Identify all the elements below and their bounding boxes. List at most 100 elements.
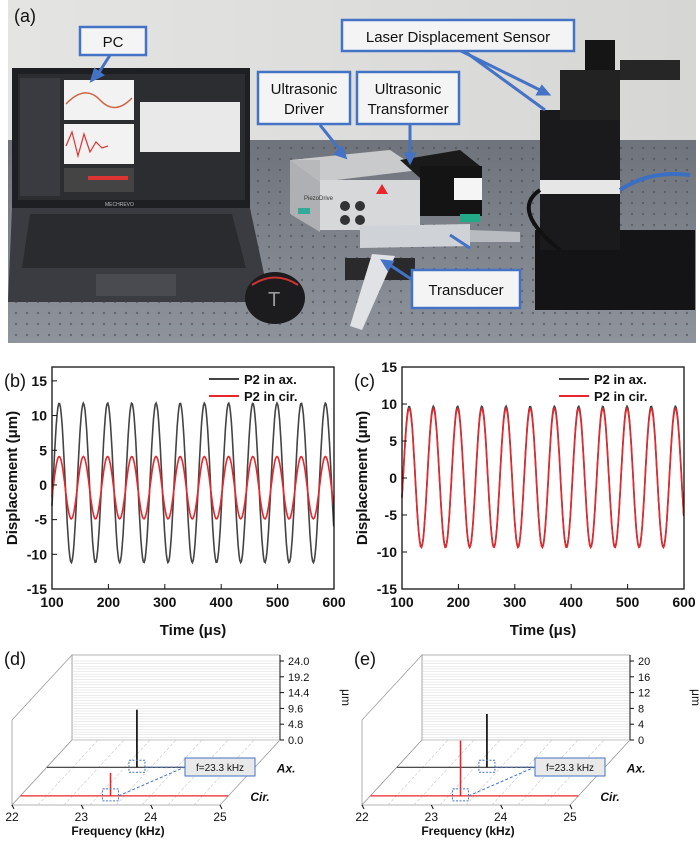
laser-sensor-device (526, 40, 695, 310)
x-tick (11, 804, 15, 810)
x-tick (569, 804, 573, 810)
z-axis-title: μm (339, 689, 350, 706)
callout-laser-sensor: Laser Displacement Sensor (366, 29, 550, 46)
panel-a-label: (a) (14, 6, 36, 26)
x-tick-label: 600 (322, 594, 346, 610)
x-tick-label: 23 (75, 810, 89, 824)
y-tick-label: 5 (389, 433, 397, 449)
callout-driver-line1: Ultrasonic (271, 81, 338, 98)
annotation-leader (468, 766, 536, 797)
y-tick-label: 15 (381, 359, 397, 375)
y-axis-title: Displacement (μm) (4, 411, 21, 545)
row-label: Ax. (276, 761, 296, 775)
x-tick (219, 804, 223, 810)
z-tick-label: 24.0 (288, 656, 309, 668)
x-tick-label: 25 (213, 810, 227, 824)
z-tick-label: 0.0 (288, 735, 303, 747)
callout-pc: PC (103, 34, 124, 51)
back-wall (421, 654, 631, 741)
row-label: Cir. (600, 790, 619, 804)
x-tick-label: 400 (560, 594, 584, 610)
x-tick (150, 804, 154, 810)
x-tick (500, 804, 504, 810)
y-tick-label: 15 (31, 373, 47, 389)
y-tick-label: -10 (377, 544, 397, 560)
y-tick-label: -10 (27, 546, 47, 562)
chart-e: (e) 20 16 12 8 4 0 μm Ax. Cir. f=23.3 kHz 22 23 24 25 F… (354, 649, 700, 838)
panel-label: (b) (4, 371, 26, 391)
x-tick-label: 300 (503, 594, 527, 610)
x-axis-title: Frequency (kHz) (71, 824, 164, 838)
x-tick (361, 804, 365, 810)
x-tick-label: 24 (494, 810, 508, 824)
x-tick-label: 400 (210, 594, 234, 610)
x-tick-label: 200 (447, 594, 471, 610)
svg-text:T: T (268, 289, 280, 311)
y-tick-label: -5 (35, 512, 48, 528)
x-axis-title: Frequency (kHz) (421, 824, 514, 838)
z-tick-label: 0 (638, 735, 644, 747)
x-tick-label: 200 (97, 594, 121, 610)
y-tick-label: 10 (381, 396, 397, 412)
x-tick-label: 23 (425, 810, 439, 824)
x-tick-label: 100 (40, 594, 64, 610)
x-tick-label: 24 (144, 810, 158, 824)
callout-driver-line2: Driver (284, 101, 324, 118)
z-tick-label: 9.6 (288, 703, 303, 715)
laptop: MECHREVO (8, 68, 270, 302)
legend-label-1: P2 in ax. (594, 372, 647, 387)
x-tick-label: 25 (563, 810, 577, 824)
plot-frame (51, 366, 335, 590)
x-axis-title: Time (μs) (510, 622, 576, 639)
y-tick-label: 0 (39, 477, 47, 493)
callout-transformer-line2: Transformer (367, 101, 448, 118)
peak-highlight-box (128, 759, 146, 773)
peak-highlight-box (452, 788, 470, 802)
x-tick-label: 100 (390, 594, 414, 610)
z-tick-label: 4 (638, 719, 644, 731)
z-tick-label: 20 (638, 656, 650, 668)
y-tick-label: -15 (27, 581, 47, 597)
chart-b: (b) 100 200 300 400 500 600 -15 -10 -5 0 5 10 15 Time … (4, 366, 346, 639)
peak-highlight-box (102, 788, 120, 802)
y-tick-label: 0 (389, 470, 397, 486)
z-tick-label: 4.8 (288, 719, 303, 731)
x-tick (430, 804, 434, 810)
series-line-1 (401, 404, 685, 549)
laptop-brand: MECHREVO (105, 202, 134, 208)
x-tick-label: 500 (616, 594, 640, 610)
x-tick-label: 22 (5, 810, 19, 824)
y-tick-label: -5 (385, 507, 398, 523)
z-tick-label: 19.2 (288, 672, 309, 684)
ultrasonic-driver-device: PiezoDrive (290, 150, 420, 232)
x-tick-label: 600 (672, 594, 696, 610)
x-tick-label: 300 (153, 594, 177, 610)
y-tick-label: 5 (39, 442, 47, 458)
chart-c: (c) 100 200 300 400 500 600 -15 -10 -5 0 5 10 15 Time … (354, 359, 696, 639)
annotation-leader (118, 766, 186, 797)
callout-transducer: Transducer (428, 282, 503, 299)
x-tick-label: 500 (266, 594, 290, 610)
back-wall (71, 654, 281, 741)
callout-arrows (89, 46, 552, 287)
row-label: Cir. (250, 790, 269, 804)
annotation-text: f=23.3 kHz (196, 763, 244, 774)
chart-d: (d) 24.0 19.2 14.4 9.6 4.8 0.0 μm Ax. Cir. f=23.3 … (4, 649, 350, 838)
series-line-1 (51, 401, 335, 565)
legend-label-2: P2 in cir. (594, 389, 647, 404)
row-label: Ax. (626, 761, 646, 775)
z-tick-label: 14.4 (288, 688, 309, 700)
transducer-device (345, 224, 520, 330)
z-tick-label: 8 (638, 703, 644, 715)
peak-highlight-box (478, 759, 496, 773)
callout-transformer-line1: Ultrasonic (375, 81, 442, 98)
z-tick-label: 16 (638, 672, 650, 684)
x-tick-label: 22 (355, 810, 369, 824)
panel-label: (e) (354, 649, 376, 669)
y-axis-title: Displacement (μm) (354, 411, 371, 545)
x-axis-title: Time (μs) (160, 622, 226, 639)
panel-label: (d) (4, 649, 26, 669)
annotation-text: f=23.3 kHz (546, 763, 594, 774)
panel-label: (c) (354, 371, 375, 391)
callout-boxes (78, 18, 576, 310)
